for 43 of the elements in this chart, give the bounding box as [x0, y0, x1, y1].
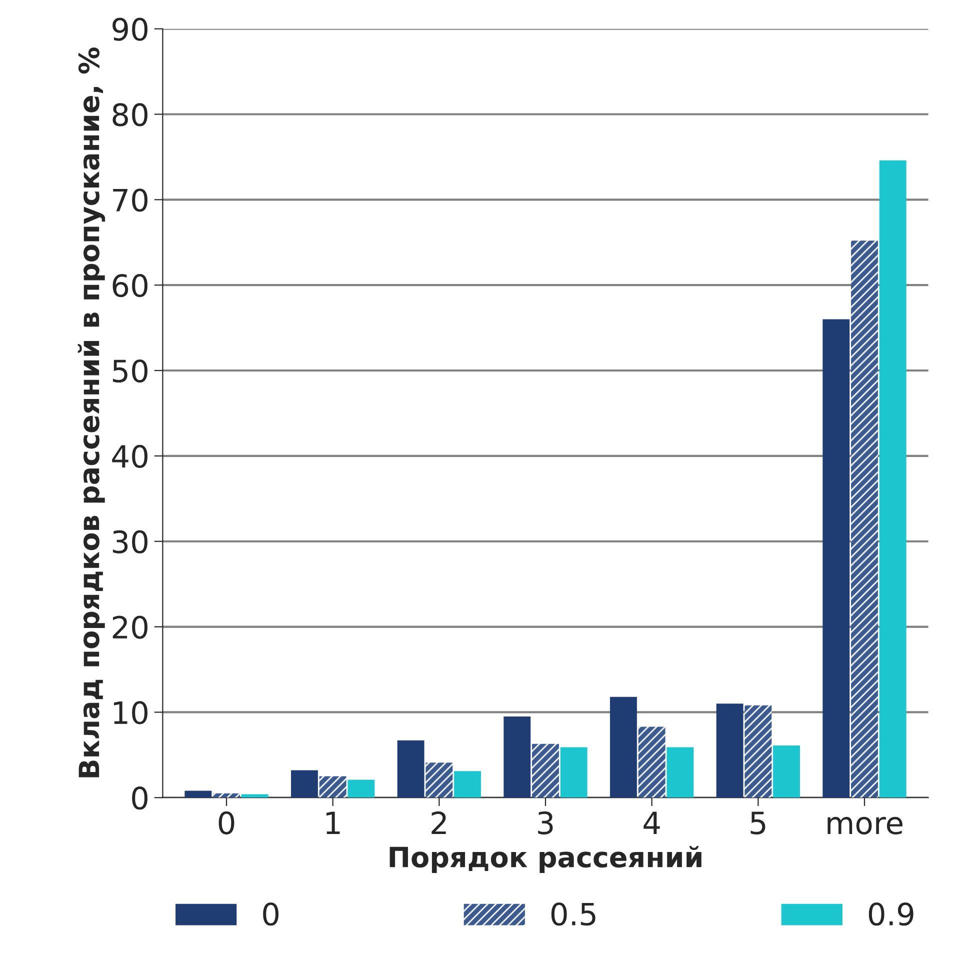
- bar: [638, 726, 666, 798]
- legend-label: 0.9: [868, 902, 914, 926]
- x-tick-label: 1: [326, 812, 340, 834]
- x-tick-label: 3: [538, 811, 553, 834]
- x-tick-label: 4: [644, 812, 660, 834]
- bar: [744, 705, 772, 798]
- y-tick-label: 80: [112, 103, 148, 126]
- bar: [666, 747, 694, 798]
- bar: [241, 794, 268, 798]
- y-tick-label: 40: [112, 444, 148, 468]
- bar: [319, 776, 346, 798]
- bar: [532, 744, 559, 798]
- y-tick-label: 60: [112, 274, 148, 298]
- y-tick-label: 30: [112, 530, 148, 554]
- bar: [348, 780, 375, 798]
- y-axis-title: Вклад порядков рассеяний в пропускание, %: [78, 48, 106, 778]
- y-tick-label: 20: [112, 616, 148, 639]
- x-axis-title: Порядок рассеяний: [390, 846, 702, 873]
- bar: [610, 696, 637, 798]
- x-tick-label: 0: [218, 811, 234, 834]
- legend-label: 0: [263, 902, 278, 926]
- bar: [560, 747, 588, 798]
- legend-label: 0.5: [551, 902, 596, 926]
- bar: [822, 319, 850, 798]
- y-tick-label: 10: [114, 701, 148, 724]
- bar: [291, 770, 318, 798]
- bar: [213, 793, 240, 798]
- y-tick-label: 90: [112, 18, 148, 41]
- bar: [851, 240, 878, 798]
- x-tick-label: more: [828, 816, 902, 834]
- bar: [716, 704, 744, 798]
- y-tick-label: 0: [132, 786, 148, 810]
- y-tick-label: 50: [112, 359, 148, 383]
- bar: [773, 746, 800, 798]
- x-tick-label: 5: [750, 812, 766, 834]
- x-tick-label: 2: [432, 811, 446, 834]
- bar: [879, 160, 906, 798]
- bar: [454, 771, 481, 798]
- bar: [397, 740, 424, 798]
- bar: [184, 790, 212, 798]
- y-tick-label: 70: [113, 188, 148, 212]
- bar: [504, 716, 531, 798]
- bar: [426, 762, 453, 798]
